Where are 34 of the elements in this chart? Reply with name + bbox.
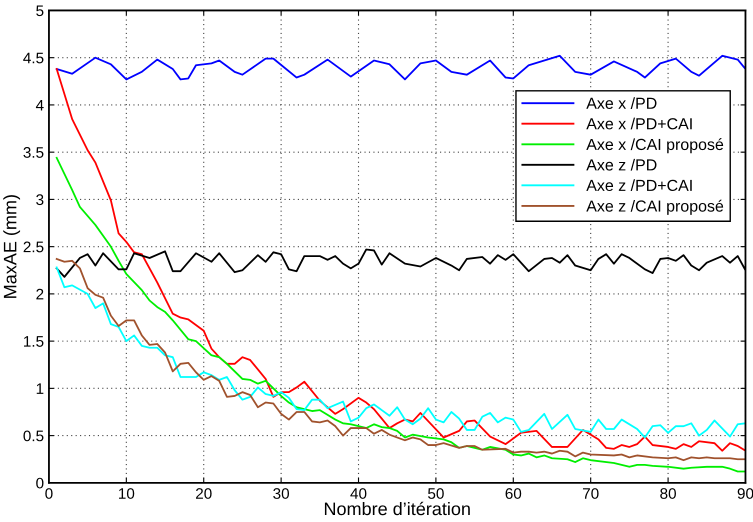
x-tick-label: 30	[273, 488, 290, 499]
line-series	[56, 54, 746, 80]
y-tick-label: 1	[36, 383, 44, 394]
x-tick-label: 40	[350, 488, 366, 499]
legend-label: Axe z /PD+CAI	[586, 179, 692, 192]
line-series	[56, 258, 746, 462]
y-tick-label: 1.5	[24, 336, 44, 347]
y-tick-label: 2	[36, 288, 44, 300]
x-tick-label: 20	[196, 488, 212, 499]
y-tick-label: 2.5	[24, 242, 44, 252]
legend-label: Axe x /CAI proposé	[586, 138, 724, 154]
x-tick-label: 10	[119, 488, 134, 499]
x-tick-label: 70	[582, 488, 599, 499]
y-tick-label: 5	[36, 5, 44, 16]
x-axis-title: Nombre d’itération	[324, 502, 470, 516]
legend-label: Axe x /PD+CAI	[586, 118, 692, 130]
y-tick-label: 3.5	[23, 147, 44, 158]
x-tick-label: 60	[506, 488, 522, 499]
line-series	[56, 156, 746, 472]
y-tick-label: 0.5	[23, 430, 44, 442]
x-tick-label: 80	[660, 488, 676, 499]
legend-label: Axe z /PD	[586, 158, 656, 171]
y-tick-label: 3	[36, 194, 44, 206]
y-tick-label: 0	[36, 478, 44, 489]
x-tick-label: 50	[428, 488, 444, 499]
y-axis-title: MaxAE (mm)	[3, 195, 20, 298]
line-series	[56, 68, 746, 452]
x-tick-label: 90	[738, 488, 753, 499]
legend-label: Axe z /CAI proposé	[586, 200, 724, 215]
x-tick-label: 0	[45, 488, 53, 499]
line-series	[56, 266, 746, 438]
y-tick-label: 4.5	[23, 52, 44, 64]
y-tick-label: 4	[36, 100, 44, 110]
legend-label: Axe x /PD	[586, 97, 656, 109]
